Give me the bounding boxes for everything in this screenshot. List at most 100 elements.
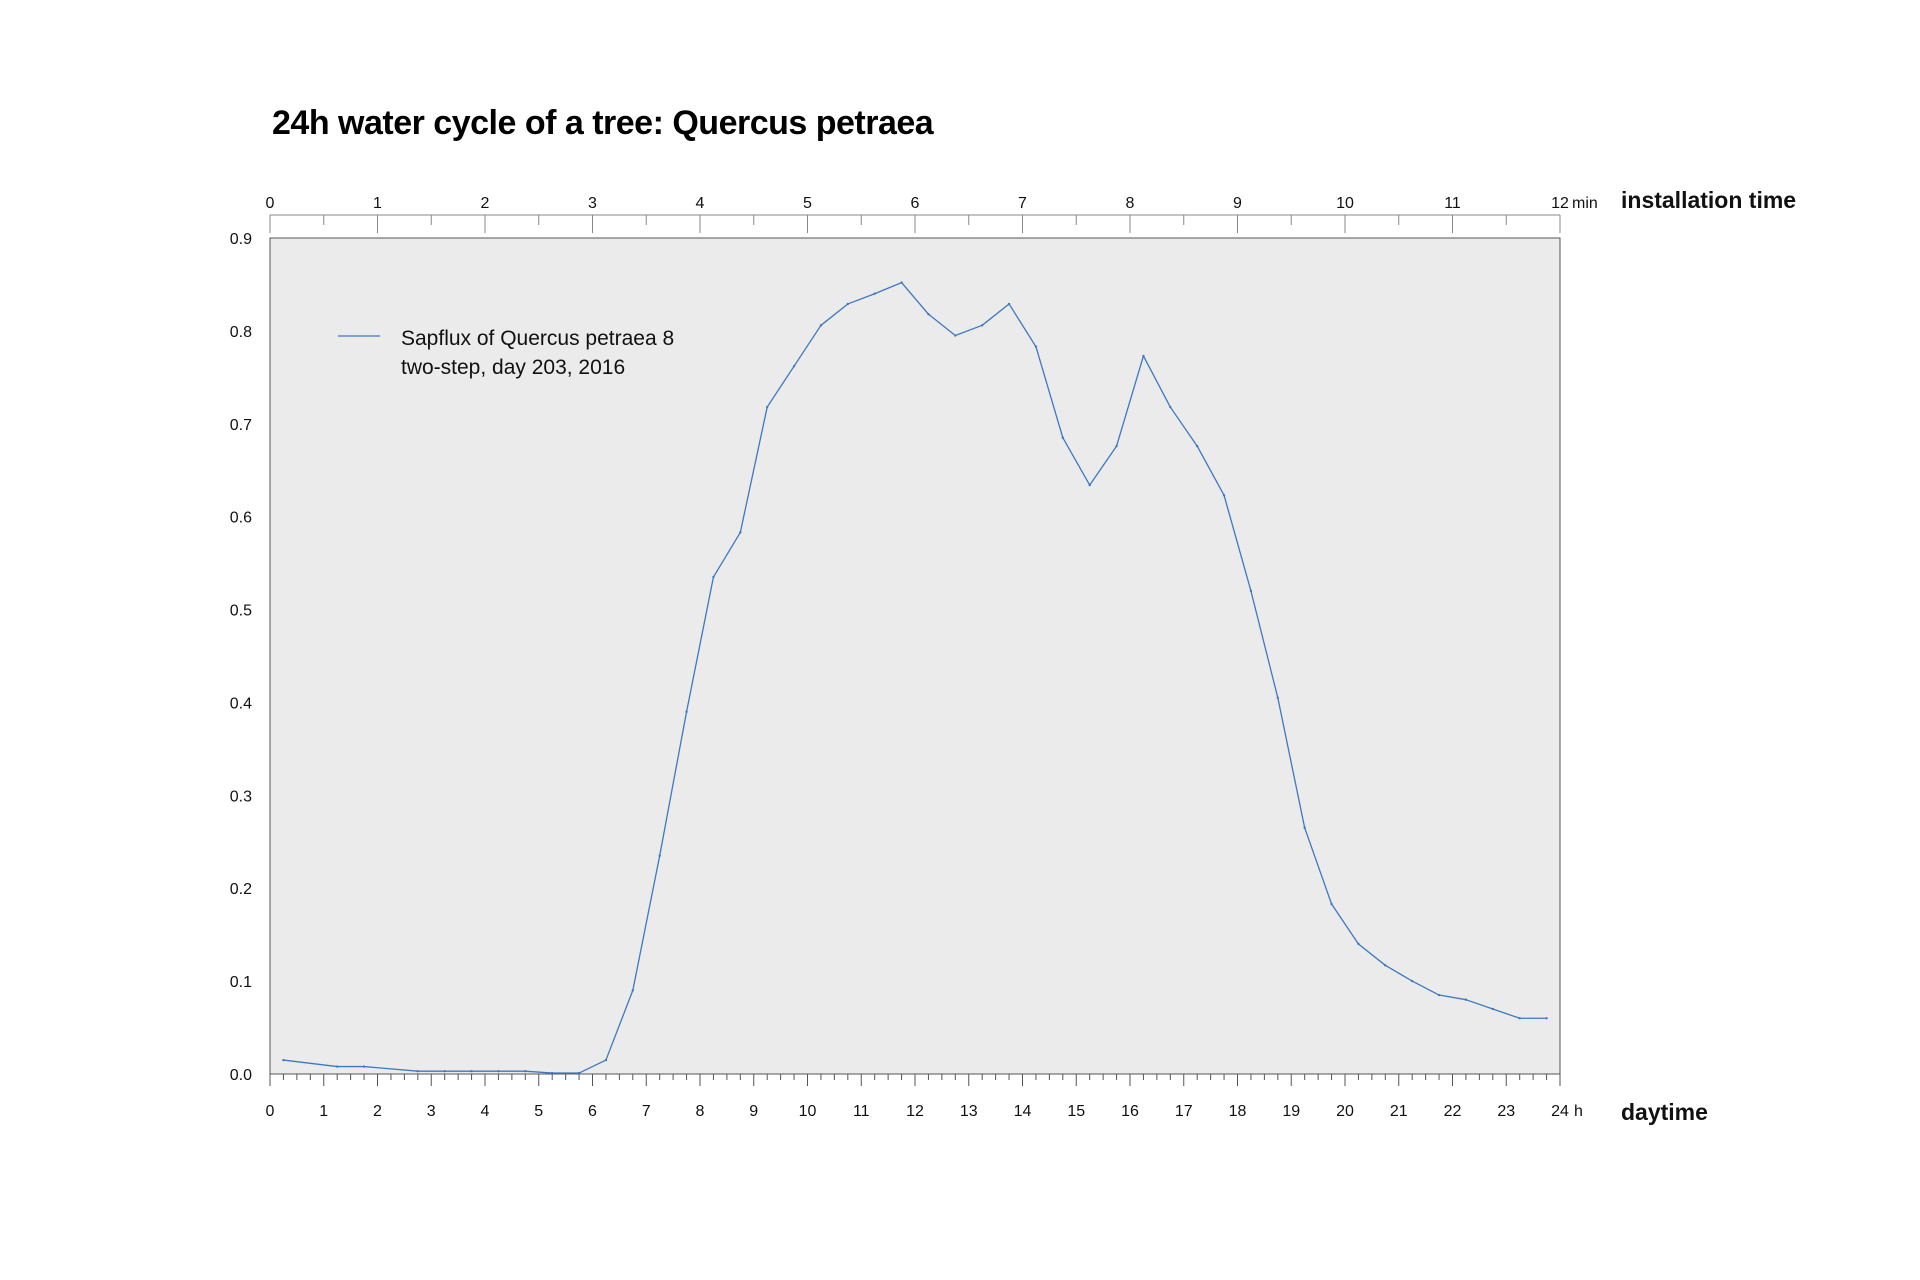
x-tick-label: 1 <box>319 1103 328 1120</box>
data-point <box>1142 354 1145 358</box>
x-tick-label: 20 <box>1336 1103 1354 1120</box>
data-point <box>604 1058 608 1062</box>
x-tick-label: 21 <box>1390 1103 1408 1120</box>
data-point <box>792 364 796 368</box>
y-tick-label: 0.8 <box>230 324 252 341</box>
x-tick-label: 11 <box>853 1103 870 1120</box>
data-point <box>765 405 769 409</box>
data-point <box>335 1065 339 1068</box>
left-axis-y: 0.0 0.1 0.2 0.3 0.4 0.5 0.6 0.7 0.8 0.9 <box>230 231 252 1084</box>
top-tick-label: 12 <box>1551 195 1569 212</box>
series-line-0 <box>283 281 1547 1074</box>
x-unit-label: h <box>1574 1103 1583 1120</box>
data-point <box>1061 436 1065 439</box>
top-tick-label: 1 <box>373 195 382 212</box>
top-tick-label: 2 <box>481 195 490 212</box>
x-tick-label: 3 <box>427 1103 436 1120</box>
data-point <box>846 302 850 306</box>
plot-area <box>269 237 1561 1075</box>
data-point <box>1357 942 1360 946</box>
top-tick-label: 3 <box>588 195 597 212</box>
x-tick-label: 6 <box>588 1103 597 1120</box>
x-tick-label: 8 <box>696 1103 705 1120</box>
data-point <box>819 324 823 327</box>
legend: Sapflux of Quercus petraea 8 two-step, d… <box>338 327 674 379</box>
data-point <box>550 1071 554 1075</box>
y-tick-label: 0.3 <box>230 788 252 805</box>
x-tick-label: 15 <box>1067 1103 1085 1120</box>
data-point <box>1088 483 1091 487</box>
data-point <box>980 324 984 327</box>
data-point <box>1330 902 1333 906</box>
top-tick-label: 6 <box>911 195 920 212</box>
x-tick-label: 14 <box>1014 1103 1032 1120</box>
data-point <box>900 281 903 284</box>
x-tick-label: 9 <box>749 1103 758 1120</box>
data-point <box>739 531 742 534</box>
data-point <box>954 334 957 337</box>
bottom-axis-daytime: 0 1 2 3 4 5 6 7 8 9 10 11 12 13 14 15 16 17 18 19 20 21 22 23 24… <box>266 1073 1583 1120</box>
y-tick-label: 0.1 <box>230 974 252 991</box>
y-tick-label: 0.5 <box>230 603 252 620</box>
data-point <box>282 1058 285 1062</box>
data-point <box>1195 444 1199 448</box>
x-axis-label: daytime <box>1621 1099 1708 1125</box>
top-axis-label: installation time <box>1621 187 1796 213</box>
top-tick-label: 8 <box>1126 195 1135 212</box>
data-point <box>1169 405 1172 409</box>
x-tick-label: 0 <box>266 1103 275 1120</box>
y-tick-label: 0.6 <box>230 510 252 527</box>
y-tick-label: 0.0 <box>230 1067 252 1084</box>
data-point <box>577 1071 581 1075</box>
data-point <box>631 989 635 992</box>
data-point <box>712 575 715 579</box>
x-tick-label: 19 <box>1282 1103 1300 1120</box>
data-point <box>362 1065 366 1068</box>
y-tick-label: 0.7 <box>230 417 252 434</box>
x-tick-label: 5 <box>534 1103 543 1120</box>
x-tick-label: 4 <box>481 1103 490 1120</box>
data-point <box>443 1070 446 1073</box>
data-point <box>1491 1007 1495 1011</box>
data-point <box>470 1070 473 1073</box>
x-tick-label: 16 <box>1121 1103 1139 1120</box>
data-point <box>416 1070 420 1073</box>
data-point <box>1303 826 1306 830</box>
data-point <box>927 312 930 316</box>
data-point <box>1464 998 1468 1001</box>
data-point <box>1115 444 1118 448</box>
data-point <box>1007 302 1011 306</box>
data-point <box>497 1070 500 1073</box>
data-point <box>524 1070 527 1073</box>
top-axis-installation-time: 0 1 2 3 4 5 6 7 8 9 10 11 12 min <box>266 195 1598 233</box>
top-tick-label: 4 <box>696 195 705 212</box>
top-tick-label: 5 <box>803 195 812 212</box>
data-point <box>658 854 661 857</box>
top-tick-label: 7 <box>1018 195 1027 212</box>
data-point <box>1384 964 1387 967</box>
top-tick-label: 11 <box>1444 195 1461 212</box>
data-point <box>1222 494 1226 497</box>
legend-label-line-2: two-step, day 203, 2016 <box>401 356 625 379</box>
x-tick-label: 12 <box>906 1103 924 1120</box>
chart-title: 24h water cycle of a tree: Quercus petra… <box>272 104 934 142</box>
x-tick-label: 18 <box>1229 1103 1247 1120</box>
x-tick-label: 24 <box>1551 1103 1569 1120</box>
data-point <box>1034 345 1038 348</box>
x-tick-label: 7 <box>642 1103 651 1120</box>
data-point <box>685 710 688 713</box>
data-point <box>1545 1017 1548 1020</box>
data-point <box>1437 993 1441 997</box>
x-tick-label: 10 <box>799 1103 817 1120</box>
y-tick-label: 0.2 <box>230 881 252 898</box>
top-tick-label: 0 <box>266 195 275 212</box>
data-point <box>1518 1017 1521 1020</box>
series-layer <box>282 281 1548 1075</box>
x-tick-label: 23 <box>1497 1103 1515 1120</box>
top-tick-label: 10 <box>1336 195 1354 212</box>
data-point <box>1249 589 1253 593</box>
data-point <box>873 292 876 295</box>
x-tick-label: 17 <box>1175 1103 1193 1120</box>
y-tick-label: 0.9 <box>230 231 252 248</box>
